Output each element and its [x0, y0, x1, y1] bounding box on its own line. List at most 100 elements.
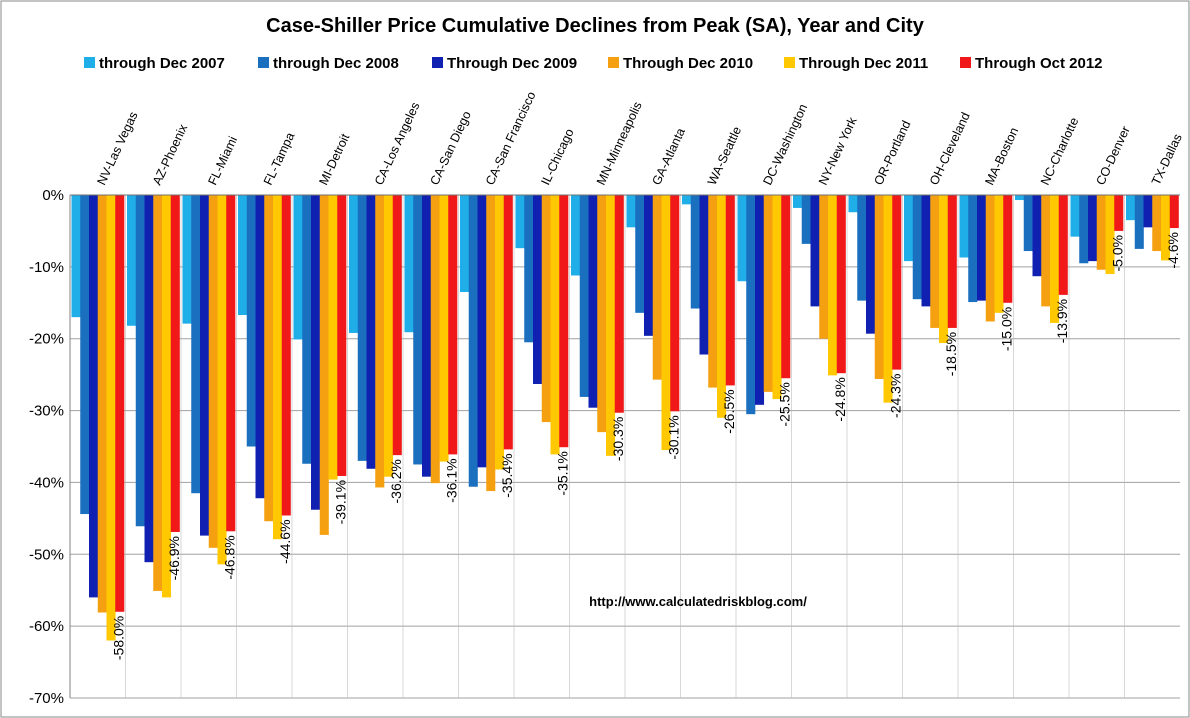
bar	[670, 195, 680, 412]
bar	[947, 195, 957, 328]
bar	[1169, 195, 1179, 229]
data-label: -46.9%	[166, 536, 182, 580]
bar	[135, 195, 145, 527]
bar	[71, 195, 81, 318]
bar	[1079, 195, 1089, 264]
bar	[89, 195, 99, 598]
data-label: -30.3%	[610, 417, 626, 461]
bar	[559, 195, 569, 448]
bar	[626, 195, 636, 228]
bar	[541, 195, 551, 423]
bar	[793, 195, 803, 208]
bar	[746, 195, 756, 415]
bar	[883, 195, 893, 403]
bar	[127, 195, 137, 326]
y-tick-label: -10%	[29, 259, 64, 276]
bar	[866, 195, 876, 334]
bar	[319, 195, 329, 535]
bar	[819, 195, 829, 339]
data-label: -35.1%	[555, 451, 571, 495]
bar	[985, 195, 995, 322]
bar	[579, 195, 589, 397]
legend-label: Through Oct 2012	[975, 55, 1103, 72]
data-label: -18.5%	[943, 332, 959, 376]
bar	[1015, 195, 1025, 201]
bar	[994, 195, 1004, 313]
bar	[311, 195, 321, 510]
bar	[170, 195, 180, 533]
bar	[857, 195, 867, 301]
bar	[404, 195, 414, 333]
bar	[1058, 195, 1068, 295]
legend-label: Through Dec 2009	[447, 55, 577, 72]
bar	[366, 195, 376, 469]
bar	[357, 195, 367, 461]
bar	[1023, 195, 1033, 252]
chart-title: Case-Shiller Price Cumulative Declines f…	[266, 15, 925, 37]
bar	[588, 195, 598, 408]
data-label: -26.5%	[721, 389, 737, 433]
bar	[80, 195, 90, 515]
bar	[1143, 195, 1153, 228]
y-tick-label: -40%	[29, 474, 64, 491]
bar	[115, 195, 125, 612]
bar	[255, 195, 265, 499]
bar	[1003, 195, 1013, 303]
bar	[495, 195, 505, 470]
bar	[801, 195, 811, 244]
bar	[874, 195, 884, 379]
bar	[597, 195, 607, 433]
bars-layer	[71, 195, 1179, 641]
axis-layer: 0% -10% -20% -30% -40% -50% -60% -70%	[29, 187, 1180, 707]
bar	[725, 195, 735, 386]
bar	[1126, 195, 1136, 221]
bar	[781, 195, 791, 379]
data-label: -36.1%	[444, 458, 460, 502]
bar	[755, 195, 765, 405]
bar	[217, 195, 227, 565]
bar	[652, 195, 662, 380]
legend-swatch	[960, 57, 971, 68]
data-label: -13.9%	[1054, 299, 1070, 343]
legend-swatch	[258, 57, 269, 68]
data-labels: -58.0% -46.9% -46.8% -44.6% -39.1% -36.2% -36.…	[111, 232, 1182, 660]
bar	[717, 195, 727, 418]
bar	[238, 195, 248, 316]
bar	[422, 195, 432, 477]
data-label: -30.1%	[666, 415, 682, 459]
bar	[208, 195, 218, 548]
bar	[162, 195, 172, 598]
bar	[1105, 195, 1115, 275]
bar	[200, 195, 210, 536]
legend: through Dec 2007 through Dec 2008 Through …	[84, 55, 1103, 72]
legend-label: Through Dec 2010	[623, 55, 753, 72]
bar	[460, 195, 470, 293]
bar	[912, 195, 922, 300]
bar	[699, 195, 709, 355]
bar	[644, 195, 654, 336]
bar	[226, 195, 236, 532]
data-label: -46.8%	[222, 535, 238, 579]
data-label: -24.8%	[832, 377, 848, 421]
bar	[550, 195, 560, 455]
bar	[836, 195, 846, 374]
bar	[682, 195, 692, 205]
bar	[661, 195, 671, 451]
data-label: -44.6%	[277, 519, 293, 563]
legend-label: through Dec 2008	[273, 55, 399, 72]
data-label: -24.3%	[888, 374, 904, 418]
bar	[690, 195, 700, 309]
bar	[635, 195, 645, 313]
bar	[246, 195, 256, 447]
bar	[503, 195, 513, 450]
y-tick-label: -20%	[29, 331, 64, 348]
bar	[930, 195, 940, 328]
bar	[392, 195, 402, 456]
bar	[384, 195, 394, 477]
bar	[959, 195, 969, 258]
bar	[486, 195, 496, 492]
bar	[1096, 195, 1106, 270]
bar	[533, 195, 543, 384]
bar	[328, 195, 338, 480]
data-label: -5.0%	[1110, 235, 1126, 272]
